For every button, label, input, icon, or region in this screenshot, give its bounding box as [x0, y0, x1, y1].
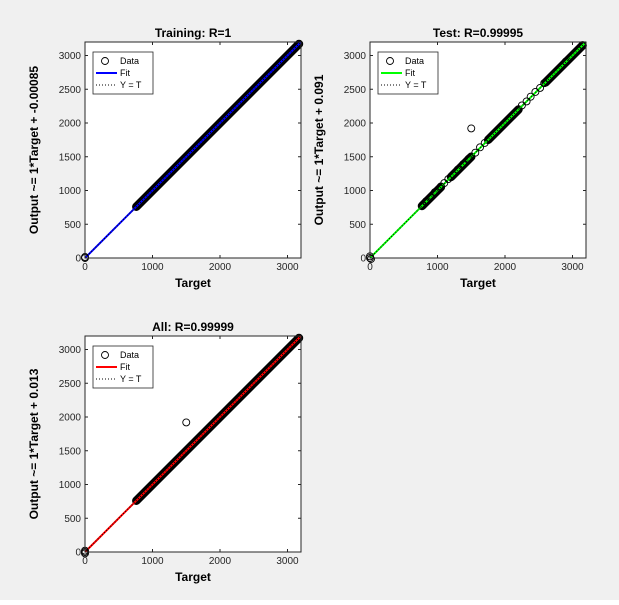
data-point — [536, 83, 545, 92]
data-point — [526, 92, 535, 101]
axes-frame — [369, 41, 587, 259]
x-tick-label: 1000 — [141, 262, 164, 273]
x-tick-label: 0 — [82, 262, 88, 273]
y-axis-label: Output ~= 1*Target + -0.00085 — [27, 66, 41, 235]
y-tick-label: 1000 — [59, 186, 82, 197]
data-point — [182, 418, 191, 427]
legend-label-data: Data — [120, 350, 139, 360]
y-axis-label: Output ~= 1*Target + 0.091 — [312, 74, 326, 225]
data-point — [464, 154, 473, 163]
data-point — [430, 188, 439, 197]
data-point — [531, 87, 540, 96]
plot-1: 0 1000 2000 3000 0 500 1000 1500 2000 2500 3000 Dat… — [312, 26, 587, 290]
data-point — [561, 57, 570, 66]
y-tick-label: 3000 — [59, 345, 82, 356]
axes-frame — [84, 335, 302, 553]
legend-label-identity: Y = T — [405, 80, 427, 90]
y-tick-label: 500 — [349, 220, 366, 231]
plot-title: All: R=0.99999 — [152, 320, 234, 334]
x-tick-label: 0 — [82, 556, 88, 567]
legend-label-fit: Fit — [120, 68, 130, 78]
y-tick-label: 0 — [75, 548, 81, 559]
data-point — [367, 255, 375, 263]
data-point — [459, 160, 468, 169]
plot-0: 0 1000 2000 3000 0 500 1000 1500 2000 2500 3000 Dat… — [27, 26, 304, 290]
y-tick-label: 3000 — [59, 51, 82, 62]
x-tick-label: 0 — [367, 262, 373, 273]
y-tick-label: 500 — [64, 514, 81, 525]
y-tick-label: 0 — [360, 254, 366, 265]
data-point — [480, 138, 489, 147]
y-tick-label: 2000 — [59, 413, 82, 424]
y-tick-label: 2000 — [59, 119, 82, 130]
x-tick-label: 2000 — [209, 556, 232, 567]
legend-label-identity: Y = T — [120, 80, 142, 90]
data-point — [522, 97, 531, 106]
legend-label-fit: Fit — [405, 68, 415, 78]
data-point — [471, 148, 480, 157]
axes-frame — [84, 41, 302, 259]
legend-label-data: Data — [405, 56, 424, 66]
x-tick-label: 3000 — [276, 556, 299, 567]
y-tick-label: 1500 — [59, 152, 82, 163]
y-tick-label: 2000 — [344, 119, 367, 130]
x-tick-label: 1000 — [141, 556, 164, 567]
plot-title: Test: R=0.99995 — [433, 26, 523, 40]
x-tick-label: 3000 — [561, 262, 584, 273]
x-tick-label: 2000 — [494, 262, 517, 273]
x-tick-label: 1000 — [426, 262, 449, 273]
data-point — [453, 165, 462, 174]
data-point — [476, 143, 484, 152]
data-point — [517, 101, 526, 110]
y-tick-label: 3000 — [344, 51, 367, 62]
x-tick-label: 2000 — [209, 262, 232, 273]
data-point — [426, 193, 435, 202]
x-axis-label: Target — [175, 570, 211, 584]
fit-line — [84, 41, 302, 259]
x-axis-label: Target — [175, 276, 211, 290]
legend-data-marker — [101, 57, 109, 65]
fit-line — [84, 335, 302, 553]
data-point — [444, 175, 453, 183]
y-tick-label: 2500 — [59, 379, 82, 390]
y-tick-label: 1000 — [59, 480, 82, 491]
legend-data-marker — [101, 351, 109, 359]
y-tick-label: 2500 — [59, 85, 82, 96]
data-layer — [81, 333, 304, 558]
plot-2: 0 1000 2000 3000 0 500 1000 1500 2000 2500 3000 Dat… — [27, 320, 304, 584]
data-point — [440, 179, 449, 188]
legend-label-fit: Fit — [120, 362, 130, 372]
data-layer — [366, 41, 587, 263]
y-tick-label: 0 — [75, 254, 81, 265]
y-tick-label: 1500 — [344, 152, 367, 163]
legend-data-marker — [386, 57, 394, 65]
data-point — [540, 79, 549, 88]
data-layer — [81, 39, 304, 262]
x-tick-label: 3000 — [276, 262, 299, 273]
data-point — [467, 124, 476, 133]
legend-label-data: Data — [120, 56, 139, 66]
data-point — [422, 197, 430, 206]
legend-label-identity: Y = T — [120, 374, 142, 384]
y-tick-label: 500 — [64, 220, 81, 231]
y-tick-label: 1500 — [59, 446, 82, 457]
y-tick-label: 2500 — [344, 85, 367, 96]
x-axis-label: Target — [460, 276, 496, 290]
y-tick-label: 1000 — [344, 186, 367, 197]
plot-title: Training: R=1 — [155, 26, 232, 40]
y-axis-label: Output ~= 1*Target + 0.013 — [27, 368, 41, 519]
